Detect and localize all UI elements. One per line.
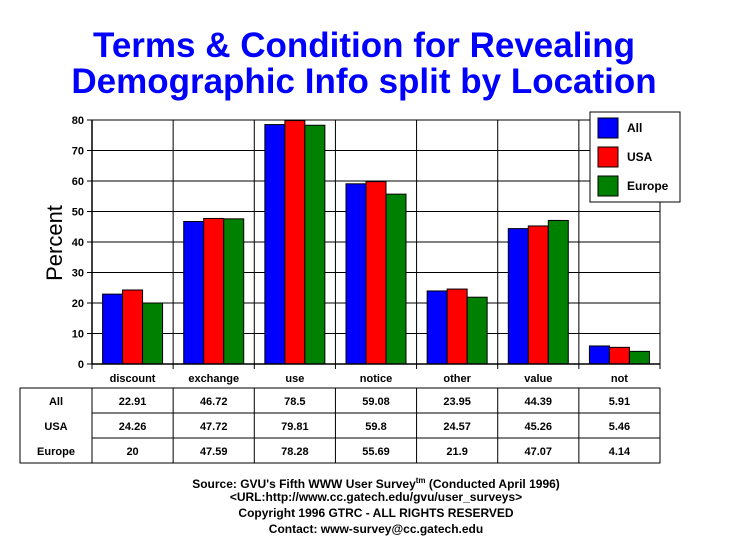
table-cell: 59.8: [365, 421, 386, 433]
bar-usa-value: [527, 225, 549, 365]
table-cell: 79.81: [281, 421, 309, 433]
bar-all-discount: [102, 293, 124, 365]
bar-europe-use: [304, 124, 326, 365]
legend-label-usa: USA: [627, 150, 653, 164]
footer-url: <URL:http://www.cc.gatech.edu/gvu/user_s…: [230, 490, 522, 504]
table-cell: 5.46: [609, 421, 630, 433]
table-cell: 24.57: [443, 421, 471, 433]
bar-usa-exchange: [203, 217, 225, 365]
bar-all-value: [507, 228, 529, 365]
bar-usa-use: [284, 120, 306, 365]
table-row-label: All: [49, 396, 63, 408]
y-axis-label: Percent: [42, 205, 67, 281]
bar-usa-other: [446, 288, 468, 365]
legend-swatch-all: [597, 117, 619, 139]
x-tick-label: notice: [360, 373, 392, 385]
bar-all-notice: [345, 183, 367, 365]
table-cell: 47.07: [525, 446, 553, 458]
bar-europe-notice: [385, 193, 407, 365]
table-cell: 21.9: [446, 446, 467, 458]
table-cell: 55.69: [362, 446, 390, 458]
bar-usa-discount: [122, 289, 144, 365]
bar-all-not: [588, 345, 610, 365]
table-cell: 4.14: [609, 446, 631, 458]
y-tick-label: 50: [72, 207, 84, 219]
table-cell: 20: [126, 446, 138, 458]
bar-all-use: [264, 124, 286, 365]
footer: Source: GVU's Fifth WWW User Surveytm (C…: [192, 476, 560, 536]
x-tick-label: other: [443, 373, 471, 385]
table-cell: 24.26: [119, 421, 147, 433]
table-cell: 46.72: [200, 396, 228, 408]
y-tick-label: 40: [72, 237, 84, 249]
x-tick-label: discount: [110, 373, 156, 385]
bar-europe-exchange: [223, 218, 245, 365]
x-tick-label: use: [285, 373, 304, 385]
chart-title-line-2: Demographic Info split by Location: [71, 62, 656, 101]
table-cell: 5.91: [609, 396, 630, 408]
y-tick-label: 60: [72, 176, 84, 188]
footer-copyright: Copyright 1996 GTRC - ALL RIGHTS RESERVE…: [238, 506, 513, 520]
table-cell: 23.95: [443, 396, 471, 408]
y-tick-label: 20: [72, 298, 84, 310]
footer-source: Source: GVU's Fifth WWW User Surveytm (C…: [192, 476, 560, 491]
legend-swatch-europe: [597, 175, 619, 197]
table-cell: 47.72: [200, 421, 228, 433]
chart-title-line-1: Terms & Condition for Revealing: [93, 26, 635, 65]
table-row-label: USA: [44, 421, 67, 433]
bar-all-exchange: [183, 221, 205, 365]
y-tick-label: 10: [72, 329, 84, 341]
y-tick-label: 30: [72, 268, 84, 280]
bar-europe-other: [466, 296, 488, 365]
table-cell: 44.39: [525, 396, 553, 408]
table-cell: 47.59: [200, 446, 228, 458]
y-tick-label: 0: [78, 359, 84, 371]
bar-europe-not: [628, 350, 650, 365]
y-tick-label: 80: [72, 115, 84, 127]
x-tick-label: not: [611, 373, 628, 385]
data-table-border: [19, 387, 661, 464]
legend-label-all: All: [627, 121, 642, 135]
table-cell: 78.5: [284, 396, 305, 408]
x-tick-label: value: [524, 373, 552, 385]
table-cell: 59.08: [362, 396, 390, 408]
bar-all-other: [426, 290, 448, 365]
x-tick-label: exchange: [188, 373, 239, 385]
bar-usa-notice: [365, 181, 387, 365]
bar-usa-not: [608, 346, 630, 365]
table-cell: 22.91: [119, 396, 147, 408]
bar-europe-discount: [142, 302, 164, 365]
y-tick-label: 70: [72, 146, 84, 158]
legend-label-europe: Europe: [627, 179, 669, 193]
footer-contact: Contact: www-survey@cc.gatech.edu: [269, 522, 483, 536]
table-cell: 78.28: [281, 446, 309, 458]
legend-swatch-usa: [597, 146, 619, 168]
bar-europe-value: [547, 219, 569, 365]
table-row-label: Europe: [37, 446, 75, 458]
table-cell: 45.26: [525, 421, 553, 433]
